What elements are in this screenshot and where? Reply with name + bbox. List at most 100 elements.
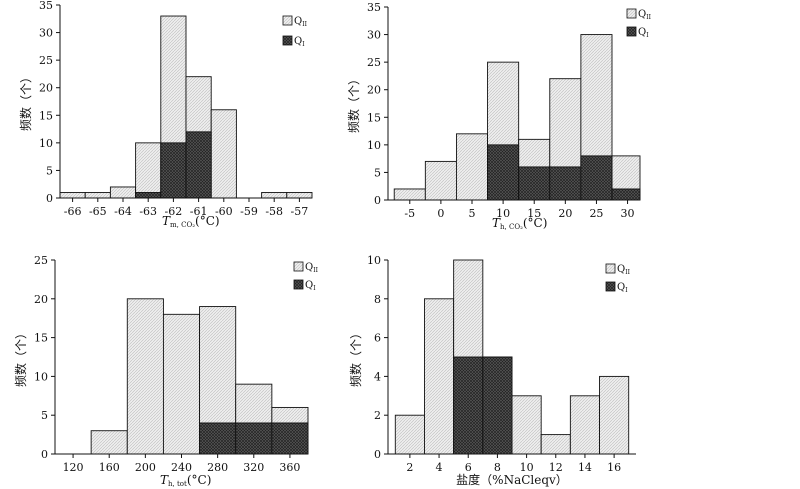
panel-4-legend-label-qi: QI: [617, 282, 628, 294]
panel-1-legend-label-qi: QI: [294, 36, 305, 48]
panel-1-x-tick-label: -65: [89, 205, 107, 218]
panel-1-x-tick-label: -59: [240, 205, 258, 218]
panel-3-bar-qi: [235, 422, 273, 455]
panel-3-y-ticks: 0 5 10 15 20 25: [34, 254, 55, 461]
panel-4-y-tick-label: 8: [374, 293, 381, 306]
panel-1-x-tick-label: -62: [165, 205, 183, 218]
panel-1-legend-swatch-qii: [282, 15, 293, 26]
panel-1-bar-qi: [160, 142, 187, 199]
panel-2-y-tick-label: 20: [367, 84, 381, 97]
panel-2-x-ticks: -5 0 5 10 15 20 25 30: [404, 200, 635, 220]
panel-1-bar-qii: [210, 109, 237, 199]
panel-1-y-tick-label: 25: [39, 54, 53, 67]
panel-1-bar-qii: [59, 192, 86, 199]
panel-2-x-tick-label: 10: [496, 207, 510, 220]
panel-2-x-tick-label: 15: [527, 207, 541, 220]
panel-1-bar-qii: [286, 192, 313, 199]
panel-2-x-tick-label: -5: [404, 207, 415, 220]
panel-1-x-label: Tm, CO₂(°C): [162, 214, 220, 229]
panel-1-x-tick-label: -64: [114, 205, 132, 218]
panel-2-x-tick-label: 30: [621, 207, 635, 220]
panel-3-x-ticks: 120 160 200 240 280 320 360: [63, 454, 300, 474]
panel-3-y-tick-label: 5: [41, 409, 48, 422]
panel-3-legend-swatch-qi: [293, 279, 304, 290]
panel-4-x-label: 盐度（%NaCleqv）: [456, 472, 568, 487]
panel-4-bars: [394, 259, 630, 455]
panel-4-legend-label-qii: QII: [617, 264, 631, 276]
panel-2-y-tick-label: 0: [374, 194, 381, 207]
panel-3-x-tick-label: 200: [135, 461, 156, 474]
panel-3-y-tick-label: 15: [34, 332, 48, 345]
panel-1-bar-qi: [185, 131, 212, 199]
panel-3-x-tick-label: 360: [279, 461, 300, 474]
panel-4-x-tick-label: 12: [549, 461, 563, 474]
panel-1-y-tick-label: 35: [39, 0, 53, 12]
panel-2-y-tick-label: 5: [374, 166, 381, 179]
panel-2-bar-qi: [487, 144, 520, 201]
panel-2-bar-qi: [518, 166, 551, 201]
panel-1-bar-qii: [109, 186, 137, 199]
panel-2: 0 5 10 15 20 25 30 35 -5 0 5 10 15 20 25 30 频数（个） Th, …: [346, 1, 652, 231]
panel-1-bar-qi: [135, 192, 162, 199]
panel-4-y-tick-label: 4: [374, 370, 381, 383]
panel-2-y-tick-label: 25: [367, 56, 381, 69]
panel-2-legend-swatch-qii: [626, 8, 637, 19]
panel-4-y-tick-label: 2: [374, 409, 381, 422]
panel-3-x-tick-label: 240: [171, 461, 192, 474]
panel-3-x-tick-label: 320: [243, 461, 264, 474]
panel-1-y-tick-label: 10: [39, 137, 53, 150]
panel-4-legend: QII QI: [605, 263, 631, 294]
panel-3-y-tick-label: 20: [34, 293, 48, 306]
panel-3-bar-qii: [90, 430, 128, 455]
panel-3-y-tick-label: 10: [34, 370, 48, 383]
panel-2-y-tick-label: 15: [367, 111, 381, 124]
panel-2-legend: QII QI: [626, 8, 652, 39]
panel-4-x-tick-label: 14: [578, 461, 592, 474]
panel-4-y-label: 频数（个）: [348, 327, 363, 387]
panel-4-x-tick-label: 16: [607, 461, 621, 474]
panel-3-y-tick-label: 25: [34, 254, 48, 267]
panel-4-y-tick-label: 10: [367, 254, 381, 267]
panel-4-bar-qii: [540, 434, 571, 455]
panel-2-bars: [393, 34, 641, 201]
panel-3-bar-qii: [162, 313, 201, 455]
panel-1-y-tick-label: 0: [46, 192, 53, 205]
panel-1-x-ticks: -66 -65 -64 -63 -62 -61 -60 -59 -58 -57: [64, 198, 308, 218]
panel-1-bars: [59, 15, 313, 199]
panel-4-bar-qii: [511, 395, 542, 455]
panel-4-y-ticks: 0 2 4 6 8 10: [367, 254, 388, 461]
panel-1-y-tick-label: 5: [46, 164, 53, 177]
panel-4-x-tick-label: 10: [520, 461, 534, 474]
panel-1-x-tick-label: -66: [64, 205, 82, 218]
panel-1-legend-label-qii: QII: [294, 16, 308, 28]
panel-3-x-tick-label: 120: [63, 461, 84, 474]
panel-2-x-tick-label: 20: [558, 207, 572, 220]
panel-2-bar-qii: [424, 160, 457, 201]
panel-1-bar-qii: [135, 142, 162, 199]
panel-4-x-tick-label: 6: [465, 461, 472, 474]
panel-4-x-tick-label: 2: [406, 461, 413, 474]
panel-4-bar-qi: [453, 356, 484, 455]
panel-2-y-ticks: 0 5 10 15 20 25 30 35: [367, 1, 388, 207]
panel-2-legend-label-qii: QII: [638, 9, 652, 21]
panel-2-y-label: 频数（个）: [346, 73, 361, 133]
panel-3-bars: [90, 298, 309, 455]
panel-3-bar-qi: [271, 422, 309, 455]
panel-1-y-label: 频数（个）: [18, 71, 33, 131]
panel-2-bar-qi: [611, 188, 641, 201]
panel-2-legend-label-qi: QI: [638, 27, 649, 39]
panel-1-y-tick-label: 20: [39, 82, 53, 95]
panel-3: 0 5 10 15 20 25 120 160 200 240 280 320 360 频数（个） T…: [13, 254, 319, 488]
panel-4-bar-qi: [482, 356, 513, 455]
panel-1-x-tick-label: -58: [265, 205, 283, 218]
panel-1-x-tick-label: -60: [215, 205, 233, 218]
panel-3-legend-label-qi: QI: [305, 280, 316, 292]
panel-2-x-tick-label: 0: [437, 207, 444, 220]
panel-2-bar-qi: [549, 166, 582, 201]
panel-4-x-ticks: 2 4 6 8 10 12 14 16: [406, 454, 621, 474]
panel-1-y-tick-label: 15: [39, 109, 53, 122]
panel-4-bar-qii: [424, 298, 455, 455]
